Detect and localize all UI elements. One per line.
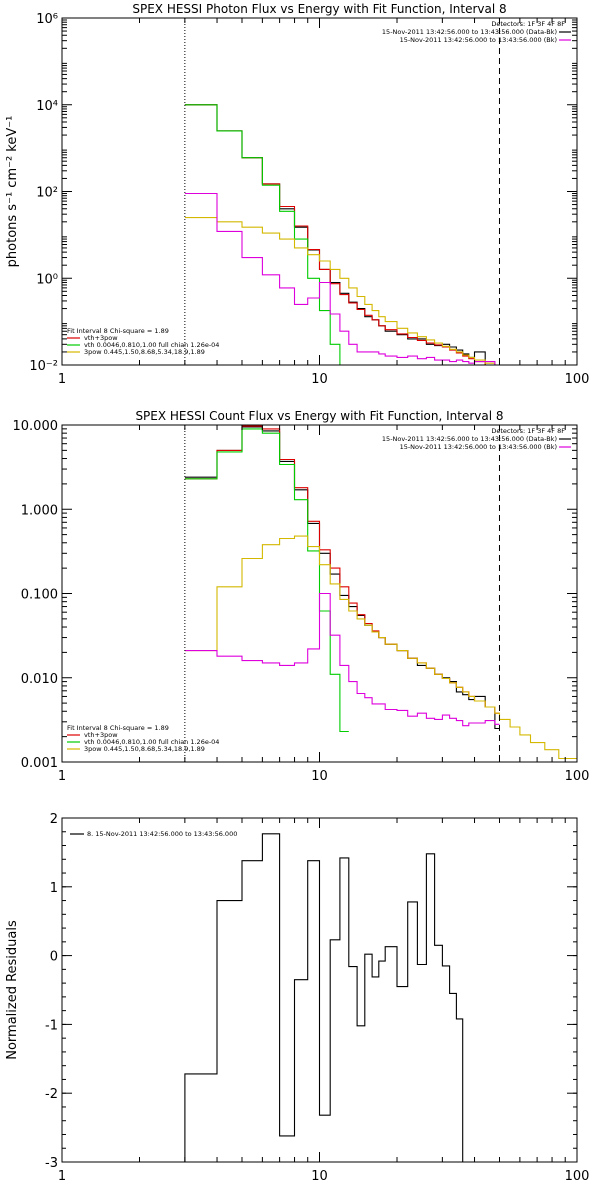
series-data-bk-line <box>184 104 500 366</box>
y-tick-label: 0.010 <box>21 672 58 687</box>
legend-header: Detectors: 1F 3F 4F 8F <box>491 20 565 28</box>
panel-3: 1 10 100 -3 -2 -1 0 1 2 Normalized Residuals 8. 15… <box>5 812 589 1184</box>
y-tick-label: 0.100 <box>21 588 58 603</box>
legend-header: Fit Interval 8 Chi-square = 1.89 <box>67 724 169 732</box>
y-tick-label: -2 <box>45 1087 58 1102</box>
panel-2: SPEX HESSI Count Flux vs Energy with Fit… <box>13 409 590 784</box>
legend-bottom-left: Fit Interval 8 Chi-square = 1.89vth+3pow… <box>67 724 219 753</box>
legend-entry-label: 3pow 0.445,1.50,8.68,5.34,18.9,1.89 <box>84 745 205 753</box>
y-tick-label: -1 <box>45 1018 58 1033</box>
legend-entry-label: vth+3pow <box>84 731 118 739</box>
x-tick-label: 100 <box>565 372 590 387</box>
legend-entry-label: 8. 15-Nov-2011 13:42:56.000 to 13:43:56.… <box>87 830 237 838</box>
x-tick-label: 100 <box>565 769 590 784</box>
panel-1: SPEX HESSI Photon Flux vs Energy with Fi… <box>5 2 589 387</box>
y-tick-label: -3 <box>45 1156 58 1171</box>
y-tick-label: 0.001 <box>21 756 58 771</box>
legend-entry-label: vth+3pow <box>84 334 118 342</box>
y-tick-label: 10⁴ <box>36 99 58 114</box>
legend-entry-label: 15-Nov-2011 13:42:56.000 to 13:43:56.000… <box>382 28 557 36</box>
x-tick-label: 1 <box>58 769 66 784</box>
x-tick-label: 10 <box>311 1169 328 1184</box>
y-axis-label: photons s⁻¹ cm⁻² keV⁻¹ <box>5 116 20 268</box>
legend-entry-label: 15-Nov-2011 13:42:56.000 to 13:43:56.000… <box>400 36 557 44</box>
series-3pow-line <box>184 535 577 760</box>
legend-entry-label: vth 0.0046,0.810,1.00 full chian 1.26e-0… <box>84 341 219 349</box>
series-vth-line <box>184 104 349 366</box>
y-tick-label: 10⁰ <box>36 272 58 287</box>
y-tick-label: 10⁶ <box>36 12 58 27</box>
legend-bottom-left: Fit Interval 8 Chi-square = 1.89vth+3pow… <box>67 327 219 356</box>
y-tick-label: 2 <box>50 812 58 827</box>
series-bk-line <box>184 192 500 366</box>
x-tick-label: 10 <box>311 769 328 784</box>
chart-title: SPEX HESSI Photon Flux vs Energy with Fi… <box>132 2 506 16</box>
y-tick-label: 0 <box>50 950 58 965</box>
y-tick-label: 10⁻² <box>29 359 58 374</box>
legend-header: Detectors: 1F 3F 4F 8F <box>491 427 565 435</box>
series-vth-3pow-line <box>184 104 500 366</box>
x-tick-label: 10 <box>311 372 328 387</box>
series-bk-line <box>184 592 500 727</box>
legend-entry-label: 3pow 0.445,1.50,8.68,5.34,18.9,1.89 <box>84 348 205 356</box>
legend-entry-label: 15-Nov-2011 13:42:56.000 to 13:43:56.000… <box>400 443 557 451</box>
legend-header: Fit Interval 8 Chi-square = 1.89 <box>67 327 169 335</box>
chart-title: SPEX HESSI Count Flux vs Energy with Fit… <box>135 409 503 423</box>
series-vth-line <box>184 428 349 733</box>
y-tick-label: 1.000 <box>21 503 58 518</box>
legend-entry-label: vth 0.0046,0.810,1.00 full chian 1.26e-0… <box>84 738 219 746</box>
series-residuals-line <box>184 833 500 1163</box>
x-tick-label: 1 <box>58 1169 66 1184</box>
y-tick-label: 10.000 <box>13 419 59 434</box>
x-tick-label: 100 <box>565 1169 590 1184</box>
series-vth-3pow-line <box>184 425 500 714</box>
y-tick-label: 10² <box>36 186 58 201</box>
y-tick-label: 1 <box>50 881 58 896</box>
legend-entry-label: 15-Nov-2011 13:42:56.000 to 13:43:56.000… <box>382 435 557 443</box>
x-tick-label: 1 <box>58 372 66 387</box>
legend-top-left: 8. 15-Nov-2011 13:42:56.000 to 13:43:56.… <box>70 830 237 838</box>
series-3pow-line <box>184 217 531 366</box>
y-axis-label: Normalized Residuals <box>5 920 20 1060</box>
